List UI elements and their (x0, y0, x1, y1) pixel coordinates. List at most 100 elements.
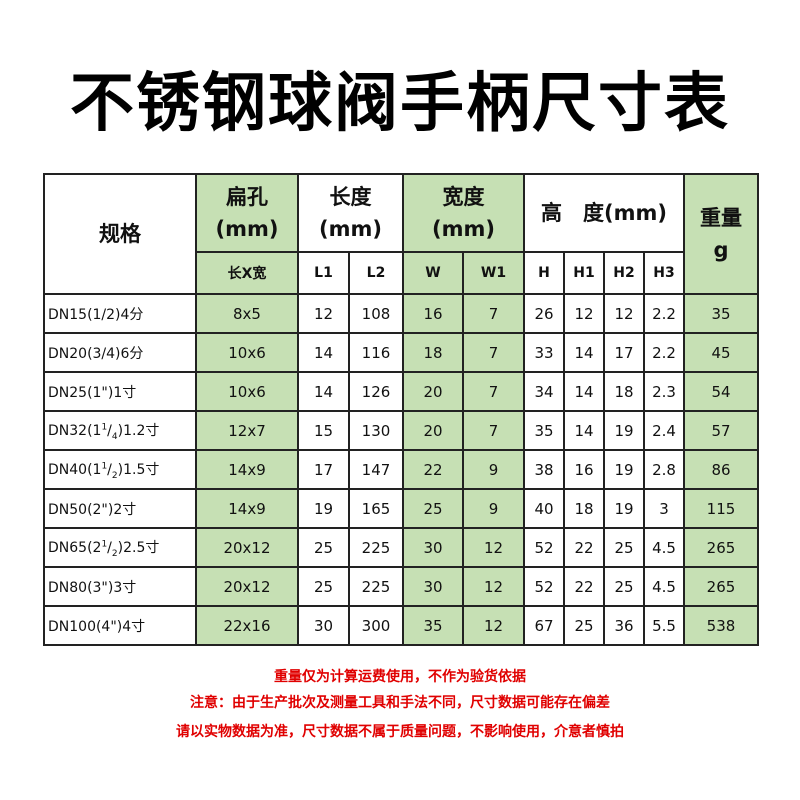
table-row: DN25(1")1寸 10x6 14 126 20 7 34 14 18 2.3 54 (43, 371, 759, 412)
cell-l1: 15 (297, 410, 350, 451)
spec-cell: DN100(4")4寸 (43, 605, 197, 646)
cell-hole: 20x12 (195, 566, 299, 607)
header-height: 高 度(mm) (523, 173, 685, 253)
cell-g: 115 (683, 488, 759, 529)
cell-g: 57 (683, 410, 759, 451)
cell-g: 86 (683, 449, 759, 490)
cell-h: 34 (523, 371, 565, 412)
cell-hole: 10x6 (195, 371, 299, 412)
cell-h: 52 (523, 566, 565, 607)
cell-l1: 25 (297, 527, 350, 568)
cell-w: 18 (402, 332, 464, 373)
cell-h1: 25 (563, 605, 605, 646)
subheader: W1 (462, 251, 525, 295)
cell-hole: 14x9 (195, 449, 299, 490)
header-length: 长度 (mm) (297, 173, 404, 253)
cell-h2: 19 (603, 488, 645, 529)
cell-h2: 19 (603, 410, 645, 451)
cell-hole: 22x16 (195, 605, 299, 646)
spec-cell: DN40(11/2)1.5寸 (43, 449, 197, 490)
subheader: 长X宽 (195, 251, 299, 295)
cell-w1: 9 (462, 449, 525, 490)
subheader: L2 (348, 251, 404, 295)
cell-l1: 19 (297, 488, 350, 529)
cell-h: 67 (523, 605, 565, 646)
header-width: 宽度 (mm) (402, 173, 525, 253)
cell-h1: 22 (563, 527, 605, 568)
spec-cell: DN15(1/2)4分 (43, 293, 197, 334)
cell-w: 30 (402, 566, 464, 607)
cell-h3: 2.4 (643, 410, 685, 451)
cell-g: 54 (683, 371, 759, 412)
cell-h3: 2.2 (643, 293, 685, 334)
cell-h1: 16 (563, 449, 605, 490)
cell-hole: 12x7 (195, 410, 299, 451)
cell-l2: 300 (348, 605, 404, 646)
cell-h2: 18 (603, 371, 645, 412)
cell-h1: 14 (563, 371, 605, 412)
cell-h: 26 (523, 293, 565, 334)
cell-w1: 12 (462, 527, 525, 568)
cell-h: 40 (523, 488, 565, 529)
cell-h: 33 (523, 332, 565, 373)
cell-h3: 4.5 (643, 566, 685, 607)
cell-h3: 2.2 (643, 332, 685, 373)
cell-g: 538 (683, 605, 759, 646)
cell-h3: 4.5 (643, 527, 685, 568)
cell-w: 25 (402, 488, 464, 529)
cell-l2: 165 (348, 488, 404, 529)
subheader: H (523, 251, 565, 295)
cell-h: 38 (523, 449, 565, 490)
subheader: W (402, 251, 464, 295)
size-table: 规格 扁孔 (mm) 长度 (mm) 宽度 (mm) 高 度(mm) 重量 g 长X宽 … (43, 173, 759, 646)
cell-hole: 14x9 (195, 488, 299, 529)
cell-l2: 225 (348, 527, 404, 568)
cell-l1: 17 (297, 449, 350, 490)
spec-cell: DN65(21/2)2.5寸 (43, 527, 197, 568)
cell-w1: 9 (462, 488, 525, 529)
cell-l1: 30 (297, 605, 350, 646)
cell-g: 265 (683, 566, 759, 607)
spec-cell: DN50(2")2寸 (43, 488, 197, 529)
spec-cell: DN20(3/4)6分 (43, 332, 197, 373)
cell-w: 30 (402, 527, 464, 568)
cell-w1: 7 (462, 293, 525, 334)
header-weight: 重量 g (683, 173, 759, 295)
cell-l1: 25 (297, 566, 350, 607)
header-flat-hole: 扁孔 (mm) (195, 173, 299, 253)
cell-w1: 7 (462, 371, 525, 412)
cell-w: 16 (402, 293, 464, 334)
cell-hole: 10x6 (195, 332, 299, 373)
cell-w1: 12 (462, 566, 525, 607)
cell-w: 35 (402, 605, 464, 646)
cell-l2: 225 (348, 566, 404, 607)
cell-h3: 2.8 (643, 449, 685, 490)
cell-h: 52 (523, 527, 565, 568)
cell-h2: 36 (603, 605, 645, 646)
cell-l2: 126 (348, 371, 404, 412)
table-row: DN100(4")4寸 22x16 30 300 35 12 67 25 36 5.5 538 (43, 605, 759, 646)
subheader: H2 (603, 251, 645, 295)
cell-h1: 14 (563, 332, 605, 373)
header-row: 规格 扁孔 (mm) 长度 (mm) 宽度 (mm) 高 度(mm) 重量 g (43, 173, 759, 295)
cell-g: 265 (683, 527, 759, 568)
cell-l1: 12 (297, 293, 350, 334)
cell-l1: 14 (297, 332, 350, 373)
cell-l2: 116 (348, 332, 404, 373)
cell-l2: 108 (348, 293, 404, 334)
cell-h2: 25 (603, 527, 645, 568)
table-row: DN32(11/4)1.2寸 12x7 15 130 20 7 35 14 19 2.4 57 (43, 410, 759, 451)
cell-h2: 17 (603, 332, 645, 373)
cell-w: 20 (402, 371, 464, 412)
cell-h3: 2.3 (643, 371, 685, 412)
note-weight: 重量仅为计算运费使用，不作为验货依据 (274, 669, 526, 685)
note-actual: 请以实物数据为准，尺寸数据不属于质量问题，不影响使用，介意者慎拍 (176, 724, 624, 740)
table-row: DN65(21/2)2.5寸 20x12 25 225 30 12 52 22 25 4.5 265 (43, 527, 759, 568)
cell-w1: 12 (462, 605, 525, 646)
cell-h: 35 (523, 410, 565, 451)
cell-h1: 14 (563, 410, 605, 451)
cell-g: 45 (683, 332, 759, 373)
spec-cell: DN80(3")3寸 (43, 566, 197, 607)
table-row: DN15(1/2)4分 8x5 12 108 16 7 26 12 12 2.2 35 (43, 293, 759, 334)
